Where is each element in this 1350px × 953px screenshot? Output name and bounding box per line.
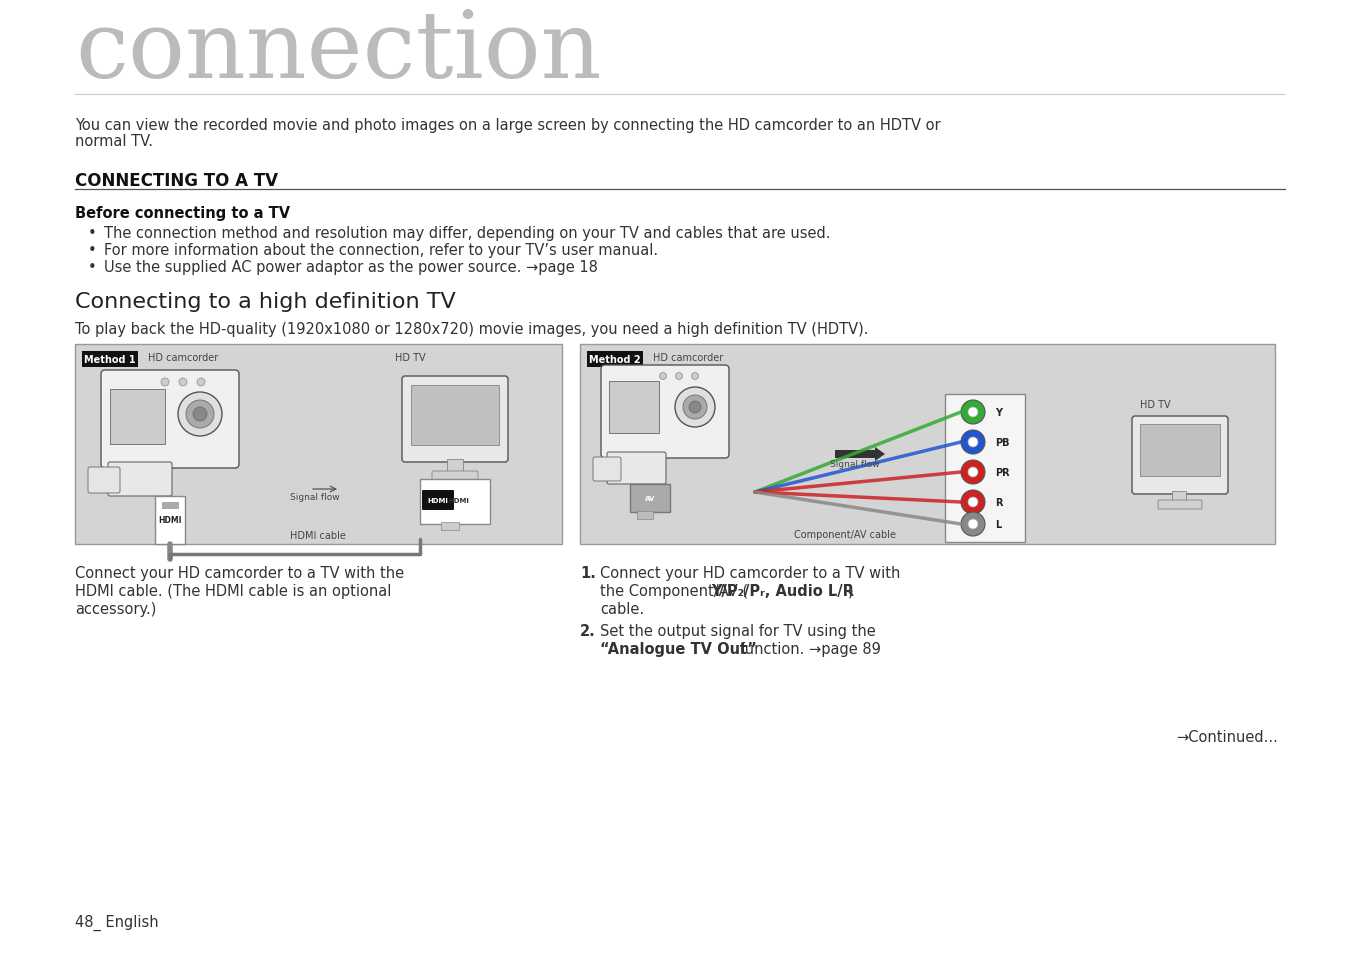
Text: Component/AV cable: Component/AV cable xyxy=(794,530,896,539)
Bar xyxy=(410,386,500,446)
Text: You can view the recorded movie and photo images on a large screen by connecting: You can view the recorded movie and phot… xyxy=(76,118,941,132)
Text: To play back the HD-quality (1920x1080 or 1280x720) movie images, you need a hig: To play back the HD-quality (1920x1080 o… xyxy=(76,322,868,336)
FancyBboxPatch shape xyxy=(423,491,454,511)
Text: HDMI: HDMI xyxy=(158,516,182,525)
Bar xyxy=(155,497,185,544)
Text: normal TV.: normal TV. xyxy=(76,133,153,149)
Circle shape xyxy=(683,395,707,419)
Circle shape xyxy=(180,378,188,387)
Text: 1.: 1. xyxy=(580,565,595,580)
Circle shape xyxy=(968,519,977,530)
Circle shape xyxy=(186,400,215,429)
Text: The connection method and resolution may differ, depending on your TV and cables: The connection method and resolution may… xyxy=(104,226,830,241)
Text: HD camcorder: HD camcorder xyxy=(148,353,219,363)
Text: Y/P₂/Pᵣ, Audio L/R: Y/P₂/Pᵣ, Audio L/R xyxy=(711,583,853,598)
Text: Use the supplied AC power adaptor as the power source. →page 18: Use the supplied AC power adaptor as the… xyxy=(104,260,598,274)
Circle shape xyxy=(968,468,977,477)
Text: HDMI: HDMI xyxy=(428,497,448,503)
FancyBboxPatch shape xyxy=(608,453,666,484)
FancyBboxPatch shape xyxy=(432,472,478,481)
Bar xyxy=(580,345,1274,544)
Circle shape xyxy=(178,393,221,436)
Text: “Analogue TV Out”: “Analogue TV Out” xyxy=(599,641,757,657)
Circle shape xyxy=(691,374,698,380)
Circle shape xyxy=(961,400,986,424)
Circle shape xyxy=(968,437,977,448)
FancyBboxPatch shape xyxy=(1133,416,1228,495)
Bar xyxy=(441,522,459,531)
Text: •: • xyxy=(88,260,97,274)
Text: HD camcorder: HD camcorder xyxy=(653,353,724,363)
Circle shape xyxy=(968,497,977,507)
Bar xyxy=(609,381,659,434)
FancyArrow shape xyxy=(836,448,886,461)
Circle shape xyxy=(161,378,169,387)
Text: HD TV: HD TV xyxy=(396,353,425,363)
Text: L: L xyxy=(995,519,1002,530)
Text: HDMI: HDMI xyxy=(448,497,470,503)
Text: cable.: cable. xyxy=(599,601,644,617)
Text: Connecting to a high definition TV: Connecting to a high definition TV xyxy=(76,292,456,312)
Text: accessory.): accessory.) xyxy=(76,601,157,617)
Text: the Component/AV (: the Component/AV ( xyxy=(599,583,748,598)
Text: →Continued...: →Continued... xyxy=(1176,729,1278,744)
FancyBboxPatch shape xyxy=(108,462,171,497)
Circle shape xyxy=(968,408,977,417)
Text: R: R xyxy=(995,497,1003,507)
FancyBboxPatch shape xyxy=(402,376,508,462)
Bar xyxy=(76,345,562,544)
Bar xyxy=(447,459,463,475)
Circle shape xyxy=(197,378,205,387)
Bar xyxy=(945,395,1025,542)
FancyBboxPatch shape xyxy=(420,479,490,524)
Text: Y: Y xyxy=(995,408,1002,417)
FancyBboxPatch shape xyxy=(587,352,643,368)
Text: ): ) xyxy=(848,583,853,598)
Circle shape xyxy=(675,374,683,380)
FancyBboxPatch shape xyxy=(601,366,729,458)
FancyBboxPatch shape xyxy=(88,468,120,494)
Bar xyxy=(1172,492,1187,503)
Text: HD TV: HD TV xyxy=(1139,399,1170,410)
Bar xyxy=(1139,424,1220,476)
Circle shape xyxy=(688,401,701,414)
Bar xyxy=(109,390,165,444)
Text: Signal flow: Signal flow xyxy=(290,493,340,501)
FancyBboxPatch shape xyxy=(593,457,621,481)
Text: function. →page 89: function. →page 89 xyxy=(734,641,880,657)
Text: PR: PR xyxy=(995,468,1010,477)
Bar xyxy=(637,512,653,519)
Circle shape xyxy=(193,408,207,421)
Circle shape xyxy=(675,388,716,428)
Text: CONNECTING TO A TV: CONNECTING TO A TV xyxy=(76,172,278,190)
Text: HDMI cable: HDMI cable xyxy=(290,531,346,540)
Text: AV: AV xyxy=(645,496,655,501)
Bar xyxy=(630,484,670,513)
Text: 2.: 2. xyxy=(580,623,595,639)
Text: HDMI cable. (The HDMI cable is an optional: HDMI cable. (The HDMI cable is an option… xyxy=(76,583,392,598)
Text: 48_ English: 48_ English xyxy=(76,914,159,930)
Text: PB: PB xyxy=(995,437,1010,448)
Text: •: • xyxy=(88,226,97,241)
FancyBboxPatch shape xyxy=(82,352,138,368)
Circle shape xyxy=(660,374,667,380)
Text: Set the output signal for TV using the: Set the output signal for TV using the xyxy=(599,623,876,639)
Text: Before connecting to a TV: Before connecting to a TV xyxy=(76,206,290,221)
Text: connection: connection xyxy=(76,7,602,97)
Text: Signal flow: Signal flow xyxy=(830,459,880,469)
Text: For more information about the connection, refer to your TV’s user manual.: For more information about the connectio… xyxy=(104,243,659,257)
Text: Connect your HD camcorder to a TV with: Connect your HD camcorder to a TV with xyxy=(599,565,900,580)
Text: Method 1: Method 1 xyxy=(84,355,136,365)
Bar xyxy=(162,502,178,509)
Circle shape xyxy=(961,460,986,484)
FancyBboxPatch shape xyxy=(1158,500,1202,510)
Text: •: • xyxy=(88,243,97,257)
Text: Method 2: Method 2 xyxy=(589,355,641,365)
Circle shape xyxy=(961,431,986,455)
FancyBboxPatch shape xyxy=(101,371,239,469)
Circle shape xyxy=(961,513,986,537)
Text: Connect your HD camcorder to a TV with the: Connect your HD camcorder to a TV with t… xyxy=(76,565,404,580)
Circle shape xyxy=(961,491,986,515)
